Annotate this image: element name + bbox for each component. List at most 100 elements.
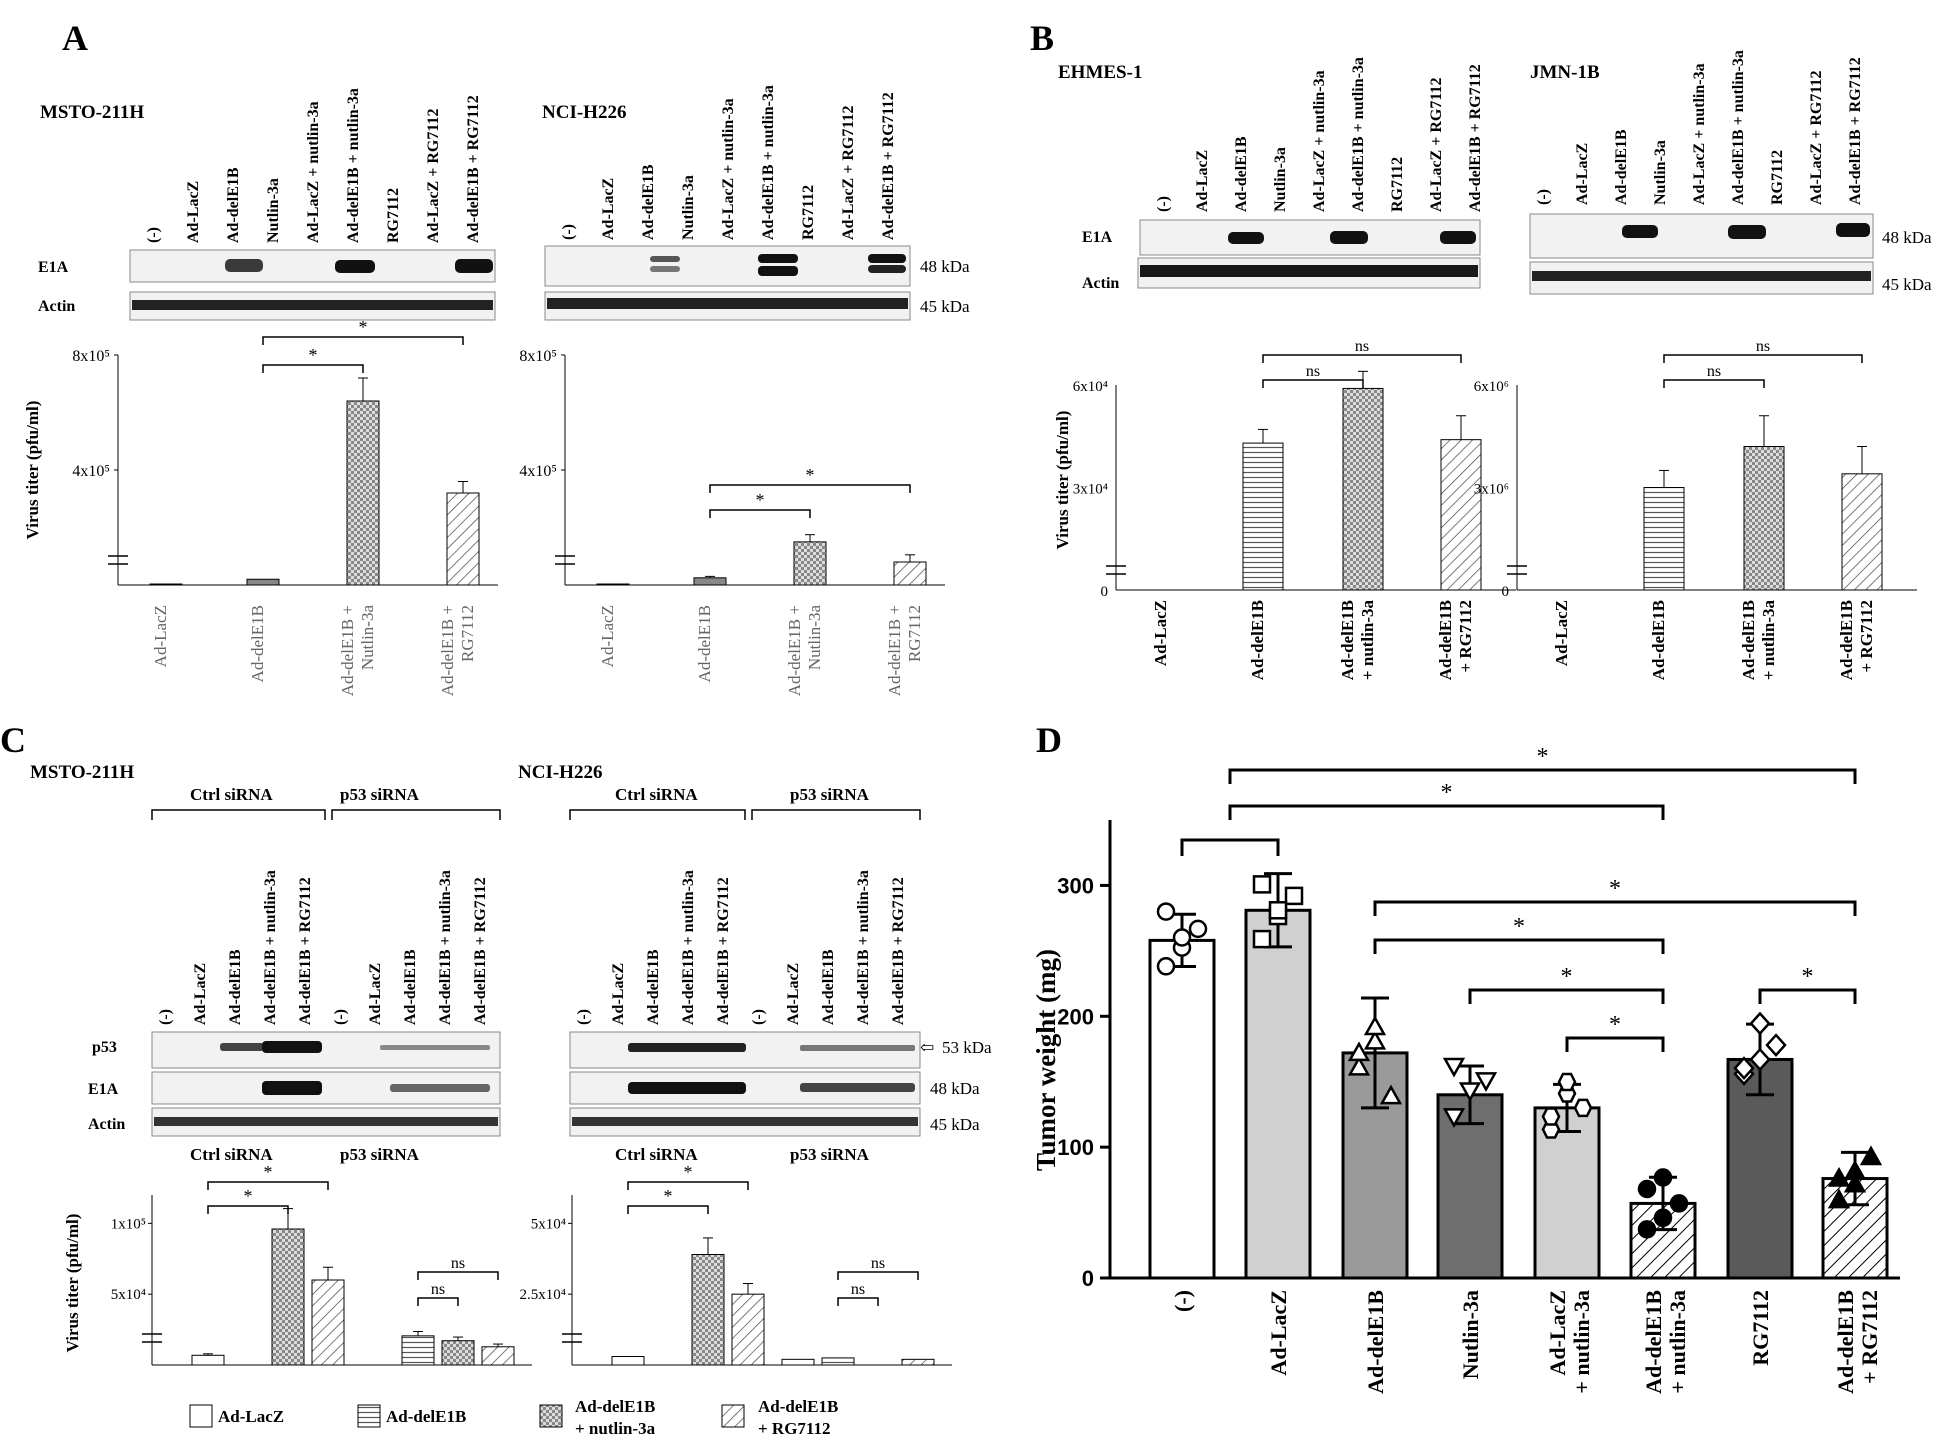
lane-label-a2-2: Ad-delE1B xyxy=(640,164,657,240)
blot-row-actin-label-c: Actin xyxy=(88,1116,125,1133)
xtick-label-3-b: + RG7112 xyxy=(1857,600,1876,673)
lane-label-b1-2: Ad-delE1B xyxy=(1233,136,1250,212)
bar-3 xyxy=(446,492,480,586)
lane-label-c1-4: Ad-delE1B + RG7112 xyxy=(297,877,314,1025)
ytick-label: 5x10⁴ xyxy=(531,1216,566,1232)
c-group-p53-2: p53 siRNA xyxy=(790,785,870,804)
bar-s2-g0 xyxy=(691,1254,725,1366)
xtick-label-0: Ad-LacZ xyxy=(598,605,617,667)
panel-c-letter: C xyxy=(0,720,26,760)
data-point-3-1 xyxy=(1458,1082,1482,1103)
axis-break xyxy=(1507,565,1527,575)
lane-label-c2-7: Ad-delE1B xyxy=(820,949,837,1025)
ytick-label: 4x10⁵ xyxy=(72,463,110,480)
data-point-3-3 xyxy=(1442,1057,1466,1078)
xtick-label-5: Ad-delE1B xyxy=(1641,1290,1666,1394)
y-axis-label: Virus titer (pfu/ml) xyxy=(1053,411,1072,550)
sig-bracket-1-label: * xyxy=(756,490,765,510)
xtick-label-7-b: + RG7112 xyxy=(1857,1290,1882,1384)
panel-c-lanes-2: (-) Ad-LacZ Ad-delE1B Ad-delE1B + nutlin-3a… xyxy=(575,870,907,1025)
ytick-label: 8x10⁵ xyxy=(519,348,557,365)
ytick-label: 8x10⁵ xyxy=(72,348,110,365)
lane-label-b2-6: RG7112 xyxy=(1769,150,1786,205)
lane-label-c1-0: (-) xyxy=(157,1009,174,1025)
kda-48-a: 48 kDa xyxy=(920,257,970,276)
data-point-7-3 xyxy=(1827,1167,1851,1187)
data-point-3-0 xyxy=(1442,1108,1466,1128)
lane-label-c2-1: Ad-LacZ xyxy=(610,963,627,1025)
bar-s3-g1 xyxy=(481,1346,515,1366)
bar-0 xyxy=(149,583,183,586)
xtick-label-2-b: Nutlin-3a xyxy=(805,605,824,671)
xtick-label-4-b: + nutlin-3a xyxy=(1569,1290,1594,1394)
kda-45-b: 45 kDa xyxy=(1882,275,1932,294)
xtick-label-3-b: + RG7112 xyxy=(1456,600,1475,673)
blot-jmn-actin xyxy=(1529,261,1874,295)
data-point-0-0 xyxy=(1156,957,1176,976)
blot-row-actin-label: Actin xyxy=(38,298,75,315)
panel-a-lanes-1: (-) Ad-LacZ Ad-delE1B Nutlin-3a Ad-LacZ + nu… xyxy=(145,88,482,243)
xtick-label-3: Ad-delE1B xyxy=(1837,600,1856,680)
legend-label-lacz: Ad-LacZ xyxy=(218,1407,284,1426)
sig-bracket-2 xyxy=(207,1181,329,1190)
xtick-label-0: (-) xyxy=(1170,1290,1195,1312)
sig-bracket-1-label: ns xyxy=(1707,363,1721,380)
sig-d-4 xyxy=(1373,938,1665,954)
sig-d-7-label: * xyxy=(1802,964,1814,990)
legend-label-nutlin-1: Ad-delE1B xyxy=(575,1397,655,1416)
sig-bracket-2-label: * xyxy=(359,317,368,337)
sig-bracket-1 xyxy=(1262,379,1364,388)
panel-a-cell-2: NCI-H226 xyxy=(542,102,626,123)
lane-label-b2-5: Ad-delE1B + nutlin-3a xyxy=(1730,50,1747,205)
data-point-5-2 xyxy=(1669,1194,1689,1213)
lane-label-c2-2: Ad-delE1B xyxy=(645,949,662,1025)
sig-bracket-1 xyxy=(627,1205,709,1214)
data-point-5-0 xyxy=(1637,1220,1657,1239)
bar-2 xyxy=(1743,446,1785,591)
sig-bracket-3-label: ns xyxy=(851,1281,865,1298)
xtick-label-3: Ad-delE1B + xyxy=(438,605,457,696)
y-axis-label: Virus titer (pfu/ml) xyxy=(23,401,42,540)
xtick-label-2: Ad-delE1B + xyxy=(338,605,357,696)
legend-swatch-rg xyxy=(721,1404,745,1428)
sig-bracket-1-label: * xyxy=(309,345,318,365)
sig-bracket-3 xyxy=(837,1297,879,1306)
panel-b-cell-2: JMN-1B xyxy=(1530,62,1600,83)
xtick-label-3-b: RG7112 xyxy=(458,605,477,662)
lane-label-a2-1: Ad-LacZ xyxy=(600,178,617,240)
data-point-2-3 xyxy=(1347,1041,1371,1062)
xtick-label-1: Ad-LacZ xyxy=(1266,1290,1291,1376)
blot-h226-actin xyxy=(544,291,911,321)
data-point-5-3 xyxy=(1637,1179,1657,1199)
c-group-brackets xyxy=(151,809,921,820)
xtick-label-2-b: Nutlin-3a xyxy=(358,605,377,671)
sig-d-5-label: * xyxy=(1561,964,1573,990)
ytick-label: 300 xyxy=(1057,873,1094,898)
legend-swatch-lacz xyxy=(189,1404,213,1428)
data-point-4-3 xyxy=(1541,1107,1561,1126)
sig-group-bracket xyxy=(1180,838,1280,856)
legend-label-rg-2: + RG7112 xyxy=(758,1419,831,1438)
sig-bracket-1 xyxy=(709,509,811,518)
blot-row-e1a-label-c: E1A xyxy=(88,1081,119,1098)
data-point-1-0 xyxy=(1252,929,1272,949)
lane-label-c1-8: Ad-delE1B + nutlin-3a xyxy=(437,870,454,1025)
c-sub-ctrl-1: Ctrl siRNA xyxy=(190,1145,273,1164)
sig-d-3-label: * xyxy=(1609,876,1621,902)
c-sub-ctrl-2: Ctrl siRNA xyxy=(615,1145,698,1164)
lane-label-a2-6: RG7112 xyxy=(800,185,817,240)
ytick-label: 6x10⁴ xyxy=(1073,379,1108,395)
lane-label-b2-0: (-) xyxy=(1535,189,1552,205)
kda-53-c: 53 kDa xyxy=(942,1038,992,1057)
lane-label-b1-0: (-) xyxy=(1155,196,1172,212)
lane-label-a1-3: Nutlin-3a xyxy=(265,178,282,243)
data-point-5-4 xyxy=(1653,1168,1673,1187)
bar-s0-g0 xyxy=(191,1354,225,1366)
panel-b-lanes-1: (-) Ad-LacZ Ad-delE1B Nutlin-3a Ad-LacZ + nu… xyxy=(1155,57,1484,212)
lane-label-c2-5: (-) xyxy=(750,1009,767,1025)
bar-s0-g0 xyxy=(611,1356,645,1366)
sig-bracket-2-label: * xyxy=(806,465,815,485)
